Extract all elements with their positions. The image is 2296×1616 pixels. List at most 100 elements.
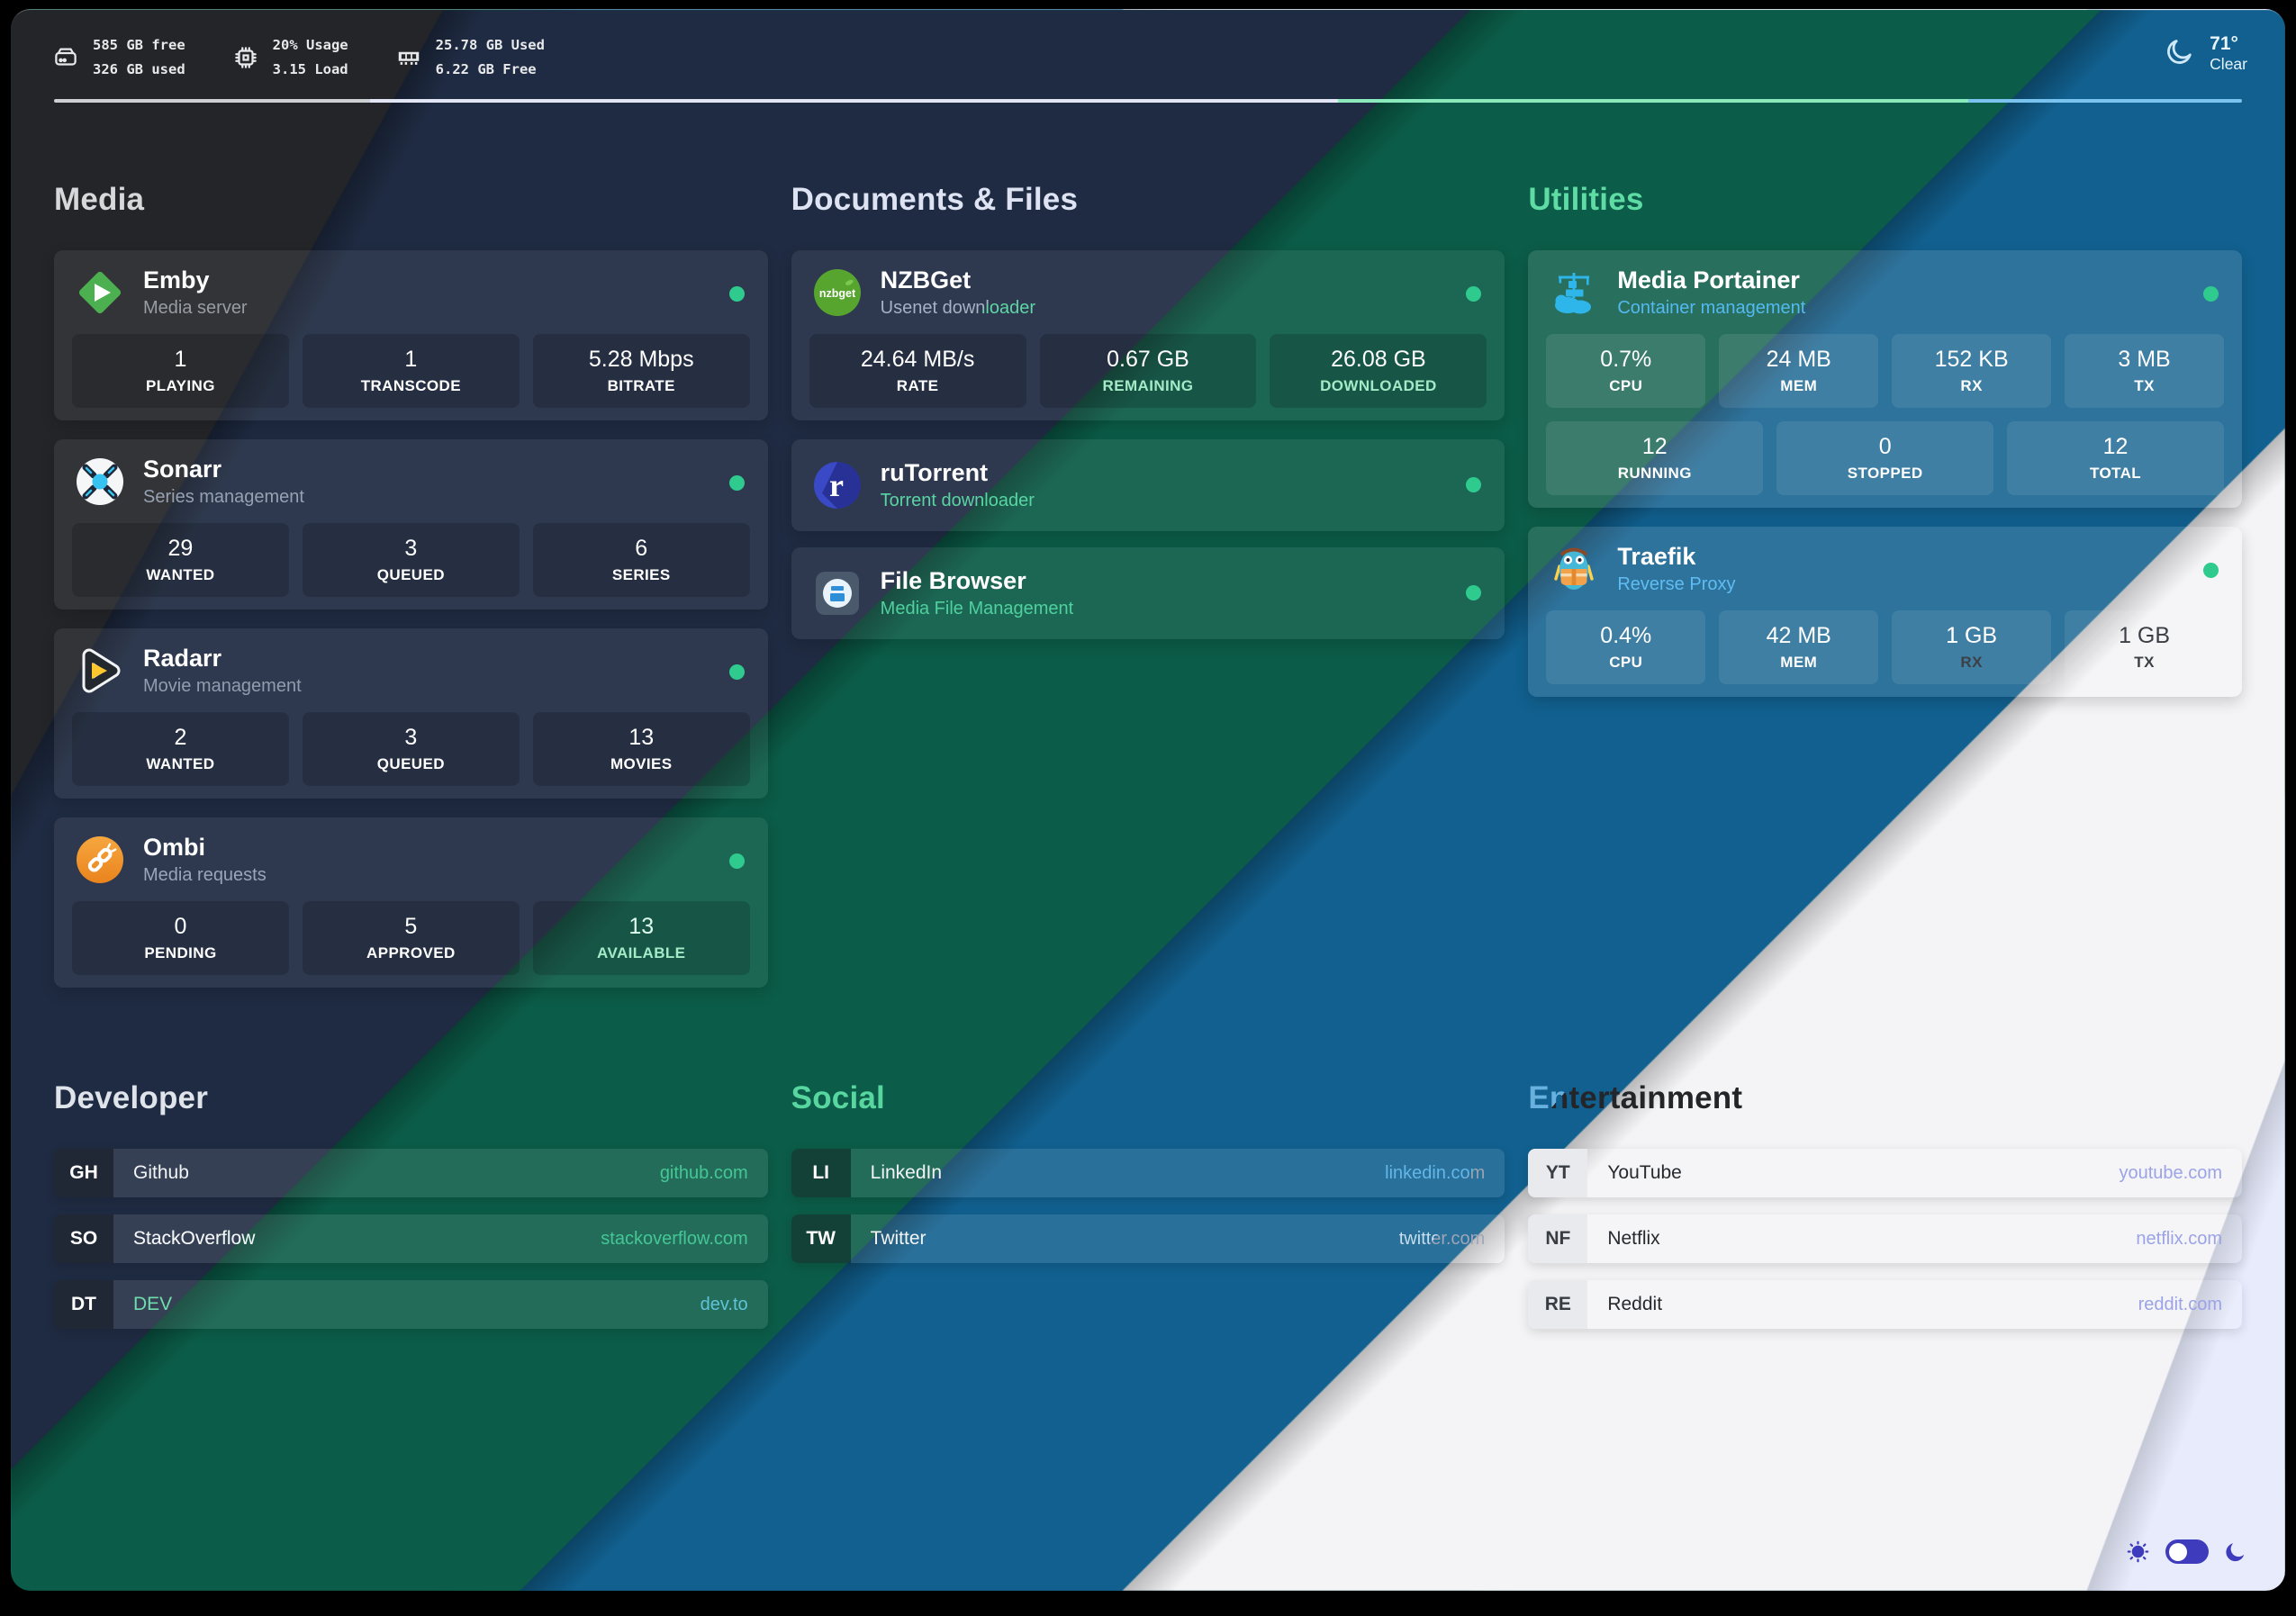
link-name: Netflix [1607,1228,1660,1250]
cpu-icon [232,44,259,71]
stat-box: 12 RUNNING [1546,421,1764,496]
sonarr-icon [72,454,128,510]
app-card-radarr[interactable]: Radarr Movie management 2 WANTED 3 QUEUED … [54,628,768,799]
link-name: Github [133,1162,189,1184]
disk-used: 326 GB used [93,60,185,77]
link-row-github[interactable]: GH Github github.com [54,1149,768,1198]
app-name: Sonarr [143,456,222,483]
app-card-rutorrent[interactable]: r ruTorrent Torrent downloader [791,439,1505,532]
link-tag: NF [1528,1214,1588,1264]
app-card-filebrowser[interactable]: File Browser Media File Management [791,547,1505,640]
link-row-stackoverflow[interactable]: SO StackOverflow stackoverflow.com [54,1214,768,1264]
memory-usage-stat: 25.78 GB Used 6.22 GB Free [395,33,545,81]
weather-condition: Clear [2210,55,2247,73]
stat-box: 5 APPROVED [302,901,520,976]
link-name: StackOverflow [133,1228,256,1250]
link-row-reddit[interactable]: RE Reddit reddit.com [1528,1280,2242,1330]
app-description: Media requests [143,865,267,886]
link-tag: TW [791,1214,851,1264]
stat-box: 1 PLAYING [72,334,289,409]
filebrowser-icon [809,565,865,621]
memory-icon [395,44,422,71]
disk-free: 585 GB free [93,37,185,53]
section-title-entertainment: Entertainment [1528,1055,2242,1116]
stat-box: 24 MB MEM [1719,334,1879,409]
radarr-icon [72,643,128,699]
link-row-dev[interactable]: DT DEV dev.to [54,1280,768,1330]
app-name: Emby [143,266,210,294]
app-name: ruTorrent [880,459,989,487]
link-row-youtube[interactable]: YT YouTube youtube.com [1528,1149,2242,1198]
nzbget-icon: nzbget [809,265,865,320]
link-tag: RE [1528,1280,1588,1330]
app-card-portainer[interactable]: Media Portainer Container management 0.7… [1528,250,2242,509]
stat-box: 0.7% CPU [1546,334,1706,409]
section-utilities: Utilities Media Portainer Container mana… [1528,157,2242,716]
light-theme-sun-icon[interactable] [2126,1539,2150,1564]
stat-box: 5.28 Mbps BITRATE [532,334,750,409]
portainer-icon [1546,265,1602,320]
memory-used: 25.78 GB Used [435,37,545,53]
link-name: DEV [133,1294,173,1315]
theme-controls [2126,1539,2247,1564]
app-card-ombi[interactable]: Ombi Media requests 0 PENDING 5 APPROVED 1… [54,817,768,989]
section-media: Media Emby Media server 1 PLAYING 1 TRANSC… [54,157,768,1007]
link-row-linkedin[interactable]: LI LinkedIn linkedin.com [791,1149,1505,1198]
link-row-netflix[interactable]: NF Netflix netflix.com [1528,1214,2242,1264]
stat-box: 3 QUEUED [302,712,520,787]
stat-box: 42 MB MEM [1719,610,1879,685]
stat-box: 1 GB TX [2065,610,2225,685]
section-title-documents: Documents & Files [791,182,1079,218]
section-social: Social LI LinkedIn linkedin.com TW Twitt… [791,1055,1505,1280]
stat-box: 3 MB TX [2065,334,2225,409]
disk-icon [52,44,79,71]
ombi-icon [72,832,128,888]
link-name: Twitter [870,1228,927,1250]
link-tag: SO [54,1214,113,1264]
traefik-icon [1546,541,1602,597]
app-description: Reverse Proxy [1617,574,1736,595]
app-name: Ombi [143,834,206,862]
link-tag: GH [54,1149,113,1198]
stat-box: 152 KB RX [1892,334,2052,409]
status-dot [1466,477,1482,493]
moon-weather-icon [2165,36,2195,71]
emby-icon [72,265,128,320]
status-dot [2203,563,2219,579]
app-description: Container management [1617,298,1806,319]
app-description: Media File Management [880,599,1074,619]
app-card-traefik[interactable]: Traefik Reverse Proxy 0.4% CPU 42 MB MEM 1… [1528,527,2242,698]
app-card-emby[interactable]: Emby Media server 1 PLAYING 1 TRANSCODE 5.… [54,250,768,421]
stat-box: 29 WANTED [72,523,289,598]
stat-box: 2 WANTED [72,712,289,787]
app-card-nzbget[interactable]: nzbget NZBGet Usenet downloader 24.64 MB… [791,250,1505,421]
stat-box: 0 PENDING [72,901,289,976]
theme-toggle[interactable] [2165,1539,2209,1564]
status-dot [2203,286,2219,302]
section-title-developer: Developer [54,1080,209,1116]
status-dot [728,853,745,870]
stat-box: 0.4% CPU [1546,610,1706,685]
app-description: Series management [143,487,304,508]
dark-theme-moon-icon[interactable] [2224,1540,2247,1564]
stat-box: 1 TRANSCODE [302,334,520,409]
app-card-sonarr[interactable]: Sonarr Series management 29 WANTED 3 QUEUE… [54,439,768,610]
status-dot [728,475,745,492]
link-tag: LI [791,1149,851,1198]
svg-text:nzbget: nzbget [819,287,856,300]
system-topbar: 585 GB free 326 GB used 20% Usage 3.15 Loa… [11,10,2285,81]
link-tag: DT [54,1280,113,1330]
link-row-twitter[interactable]: TW Twitter twitter.com [791,1214,1505,1264]
link-name: Reddit [1607,1294,1663,1315]
cpu-load: 3.15 Load [272,60,348,77]
header-divider [54,99,2242,104]
section-title-utilities: Utilities [1528,182,1644,218]
section-developer: Developer GH Github github.com SO StackO… [54,1055,768,1346]
link-url: twitter.com [1398,1228,1486,1249]
dashboard-app: 585 GB free 326 GB used 20% Usage 3.15 Loa… [11,9,2285,1591]
link-name: LinkedIn [870,1162,943,1184]
stat-box: 3 QUEUED [302,523,520,598]
app-name: Media Portainer [1617,266,1805,294]
stat-box: 26.08 GB DOWNLOADED [1270,334,1487,409]
status-dot [1466,585,1482,601]
